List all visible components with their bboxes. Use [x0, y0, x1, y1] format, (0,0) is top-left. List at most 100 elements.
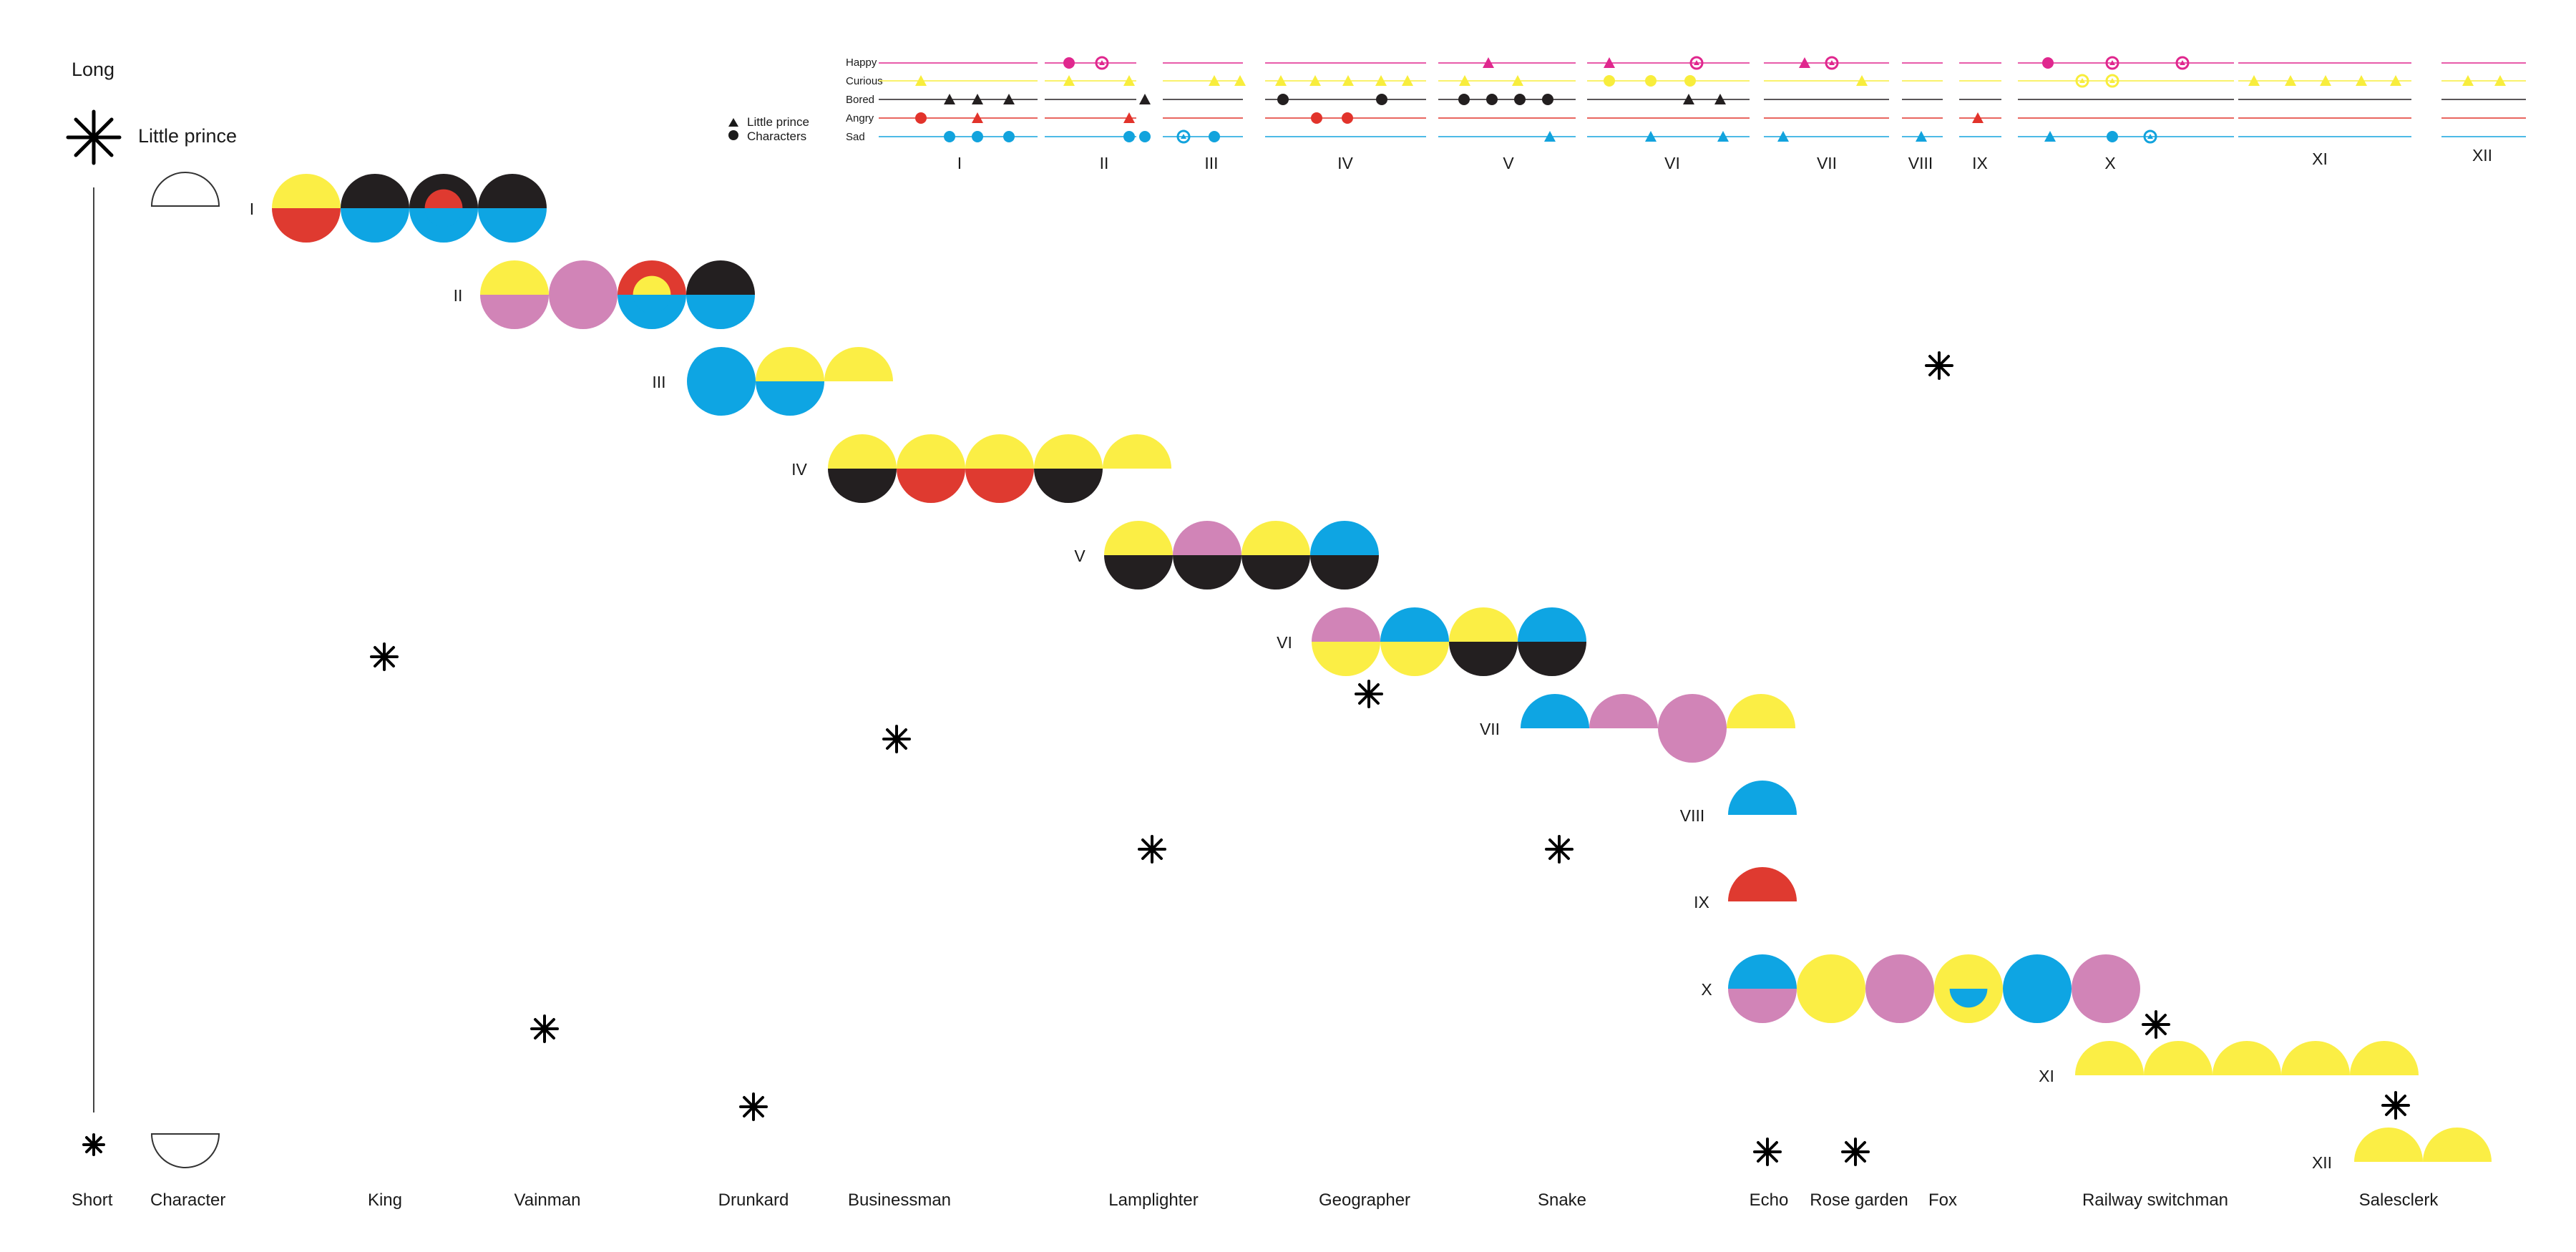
character-name: Lamplighter: [1108, 1190, 1198, 1210]
chapter-label: X: [1701, 980, 1712, 999]
emotion-mark-curious-prince: [2285, 75, 2296, 86]
emotion-mark-happy-prince: [1604, 57, 1615, 68]
emotion-mark-sad-prince: [1916, 131, 1927, 142]
chapter-IX: [1728, 867, 1797, 901]
emotion-chapter-label: V: [1503, 154, 1514, 172]
scene-semicircle: [1727, 694, 1795, 728]
emotion-mark-curious-prince: [1275, 75, 1287, 86]
scene-circle: [1865, 954, 1934, 1023]
scene-semicircle: [2212, 1041, 2281, 1075]
scene-circle: [1934, 954, 2003, 1023]
chapter-timeline: [272, 174, 2492, 1162]
emotion-mark-angry-character: [1342, 112, 1353, 124]
emotion-mark-curious-prince: [2248, 75, 2260, 86]
emotion-mark-curious-character: [1684, 75, 1696, 87]
scene-semicircle: [2281, 1041, 2350, 1075]
character-star-icon: [2142, 1010, 2170, 1039]
scene-circle: [1658, 694, 1727, 763]
emotion-mark-curious-prince: [1512, 75, 1523, 86]
emotion-chapter-label: XII: [2472, 146, 2492, 165]
emotion-mark-curious-prince: [1856, 75, 1868, 86]
character-star-icon: [1545, 835, 1574, 864]
emotion-mark-sad-prince: [1645, 131, 1657, 142]
chapter-VII: [1521, 694, 1795, 763]
emotion-mark-curious-prince: [2356, 75, 2367, 86]
emotion-label-bored: Bored: [846, 94, 874, 106]
emotion-label-curious: Curious: [846, 75, 883, 87]
scene-circle: [272, 174, 341, 243]
character-star-icon: [370, 642, 399, 671]
emotion-label-sad: Sad: [846, 131, 865, 143]
emotion-mark-curious-character: [1604, 75, 1615, 87]
emotion-mark-happy-both: [1689, 56, 1704, 70]
emotion-mark-curious-prince: [1234, 75, 1246, 86]
emotion-mark-bored-prince: [1003, 94, 1015, 104]
emotion-chapter-label: VI: [1664, 154, 1680, 172]
chapter-X: [1728, 954, 2140, 1023]
scene-circle: [1310, 521, 1379, 590]
chapter-III: [687, 347, 893, 416]
chapter-label: I: [250, 200, 254, 218]
chapter-label: VI: [1277, 633, 1292, 652]
scene-circle: [965, 434, 1034, 503]
emotion-label-angry: Angry: [846, 112, 874, 124]
scene-semicircle: [1103, 434, 1171, 469]
emotion-mark-curious-prince: [1342, 75, 1354, 86]
emotion-mark-curious-prince: [1375, 75, 1387, 86]
character-name: Drunkard: [718, 1190, 789, 1210]
emotion-mark-curious-prince: [1309, 75, 1321, 86]
scene-circle: [897, 434, 965, 503]
legend-little-prince-label: Little prince: [138, 125, 237, 147]
chapter-XI: [2075, 1041, 2419, 1075]
character-name: Businessman: [848, 1190, 951, 1210]
emotion-label-happy: Happy: [846, 57, 877, 69]
little-prince-small-star-icon: [82, 1133, 105, 1156]
emotion-mark-bored-prince: [944, 94, 955, 104]
emotion-mark-bored-character: [1542, 94, 1553, 105]
emotion-mark-curious-prince: [1063, 75, 1075, 86]
character-stars: [370, 351, 2410, 1166]
scene-circle: [756, 347, 824, 416]
scene-semicircle: [2144, 1041, 2212, 1075]
emotion-mark-bored-character: [1486, 94, 1498, 105]
emotion-chapter-label: XI: [2312, 150, 2328, 168]
legend-triangle-icon: [728, 118, 738, 127]
chapter-VI: [1312, 607, 1586, 676]
scene-circle: [480, 260, 549, 329]
emotion-mark-happy-prince: [1483, 57, 1494, 68]
character-name: King: [368, 1190, 402, 1210]
chapter-XII: [2354, 1128, 2492, 1162]
little-prince-big-star-icon: [66, 109, 122, 165]
emotion-mark-curious-prince: [915, 75, 927, 86]
legend-circle-icon: [728, 130, 738, 140]
emotion-mark-angry-character: [915, 112, 927, 124]
character-name: Rose garden: [1810, 1190, 1908, 1210]
character-top-semi-icon: [150, 172, 220, 207]
legend-short-label: Short: [72, 1190, 113, 1210]
emotion-mark-happy-character: [2042, 57, 2054, 69]
scene-circle: [1312, 607, 1380, 676]
character-name: Vainman: [514, 1190, 581, 1210]
chapter-label: IV: [791, 460, 807, 479]
emotion-chart: Happy Curious Bored Angry Sad Little pri…: [728, 56, 2526, 172]
character-name: Geographer: [1319, 1190, 1410, 1210]
emotion-mark-bored-character: [1277, 94, 1289, 105]
emotion-mark-sad-prince: [2044, 131, 2056, 142]
character-name: Salesclerk: [2359, 1190, 2439, 1210]
emotion-mark-happy-both: [2105, 56, 2119, 70]
character-star-icon: [882, 725, 911, 753]
emotion-chapter-label: I: [957, 154, 962, 172]
character-star-icon: [1138, 835, 1166, 864]
character-star-icon: [530, 1014, 559, 1043]
emotion-chapter-label: VIII: [1908, 154, 1933, 172]
legend-triangle-label: Little prince: [747, 115, 809, 129]
emotion-mark-bored-character: [1458, 94, 1470, 105]
emotion-mark-curious-prince: [1459, 75, 1470, 86]
character-star-icon: [1753, 1138, 1782, 1166]
emotion-mark-sad-both: [2143, 129, 2157, 144]
character-name: Snake: [1538, 1190, 1586, 1210]
emotion-mark-sad-character: [944, 131, 955, 142]
emotion-chapter-label: X: [2104, 154, 2115, 172]
